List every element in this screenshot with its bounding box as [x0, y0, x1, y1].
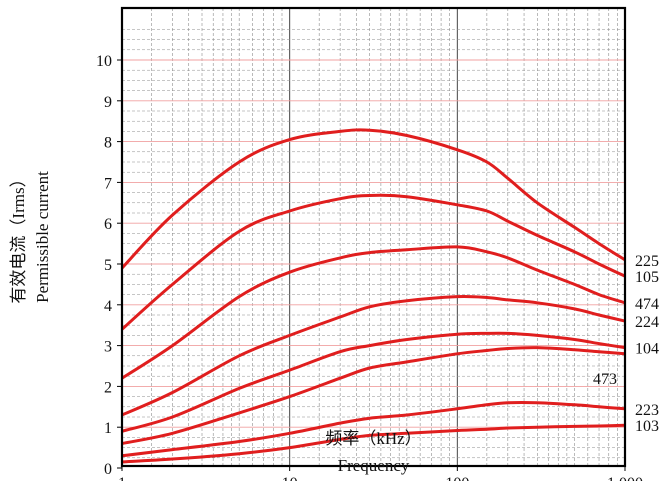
series-label-224: 224: [635, 314, 659, 331]
y-axis-title-en: Permissible current: [33, 171, 52, 303]
series-label-223: 223: [635, 402, 659, 419]
x-axis-title: 频率（kHz）: [325, 429, 421, 448]
series-lines: [120, 128, 626, 464]
y-tick-label: 10: [96, 53, 112, 70]
series-label-473: 473: [593, 371, 617, 388]
y-tick-label: 0: [104, 461, 112, 478]
series-line-223: [121, 400, 626, 458]
series-line-104: [121, 331, 626, 433]
y-tick-label: 9: [104, 94, 112, 111]
y-tick-label: 3: [104, 339, 112, 356]
series-line-224: [121, 294, 626, 417]
series-label-225: 225: [635, 253, 659, 270]
y-axis-title: 有效电流（Irms）: [9, 170, 28, 303]
x-tick-label: 1,000: [607, 475, 643, 481]
series-label-474: 474: [635, 296, 659, 313]
y-tick-label: 8: [104, 135, 112, 152]
x-tick-label: 10: [282, 475, 298, 481]
x-axis-title-en: Frequency: [338, 456, 410, 475]
y-tick-label: 4: [104, 298, 112, 315]
y-tick-label: 6: [104, 216, 112, 233]
grid: [122, 8, 625, 466]
y-tick-label: 7: [104, 175, 112, 192]
x-tick-label: 100: [445, 475, 469, 481]
y-tick-label: 2: [104, 379, 112, 396]
series-label-105: 105: [635, 269, 659, 286]
series-label-104: 104: [635, 341, 659, 358]
series-line-225: [120, 128, 626, 270]
series-line-103: [121, 423, 626, 464]
y-tick-label: 5: [104, 257, 112, 274]
series-line-474: [121, 245, 626, 380]
series-line-105: [121, 193, 626, 331]
plot-frame: [120, 6, 627, 468]
series-label-103: 103: [635, 418, 659, 435]
x-tick-label: 1: [118, 475, 126, 481]
series-line-473: [121, 346, 626, 445]
tick-labels: 0123456789101101001,000: [96, 53, 643, 481]
y-tick-label: 1: [104, 420, 112, 437]
